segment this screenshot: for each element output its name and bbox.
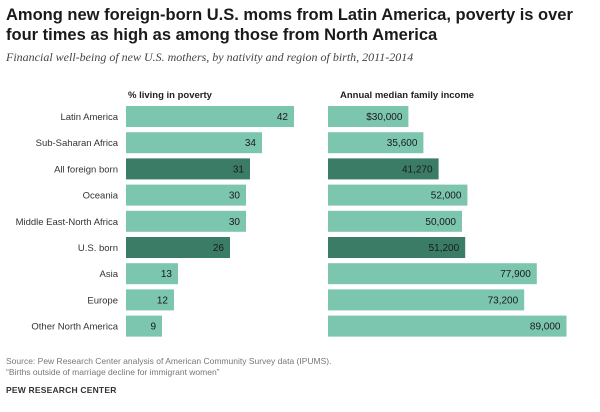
category-label-middle-east-north-africa: Middle East-North Africa bbox=[16, 217, 119, 228]
income-bar-sub-saharan-africa bbox=[328, 132, 424, 154]
income-bar-all-foreign-born bbox=[328, 158, 439, 180]
income-value-sub-saharan-africa: 35,600 bbox=[387, 138, 418, 149]
income-panel-title: Annual median family income bbox=[340, 90, 475, 101]
poverty-value-sub-saharan-africa: 34 bbox=[245, 138, 257, 149]
bar-chart: Latin America 42 $30,000 Sub-Saharan Africa… bbox=[16, 106, 567, 337]
poverty-value-latin-america: 42 bbox=[277, 112, 289, 123]
income-value-europe: 73,200 bbox=[488, 295, 519, 306]
category-label-oceania: Oceania bbox=[83, 191, 119, 202]
income-value-oceania: 52,000 bbox=[431, 191, 462, 202]
category-label-latin-america: Latin America bbox=[60, 112, 118, 123]
category-label-u-s-born: U.S. born bbox=[78, 243, 118, 254]
poverty-value-all-foreign-born: 31 bbox=[233, 164, 245, 175]
income-value-u-s-born: 51,200 bbox=[429, 243, 460, 254]
chart-subtitle: Financial well-being of new U.S. mothers… bbox=[6, 50, 414, 64]
income-bar-oceania bbox=[328, 184, 468, 206]
poverty-value-oceania: 30 bbox=[229, 191, 241, 202]
income-bar-europe bbox=[328, 289, 525, 311]
income-value-other-north-america: 89,000 bbox=[530, 322, 561, 333]
income-value-middle-east-north-africa: 50,000 bbox=[425, 217, 456, 228]
income-bar-middle-east-north-africa bbox=[328, 210, 462, 232]
poverty-bar-oceania bbox=[126, 184, 246, 206]
category-label-sub-saharan-africa: Sub-Saharan Africa bbox=[36, 138, 119, 149]
chart-title: Among new foreign-born U.S. moms from La… bbox=[6, 6, 573, 44]
poverty-bar-u-s-born bbox=[126, 237, 230, 258]
source-line: Source: Pew Research Center analysis of … bbox=[6, 356, 332, 366]
income-value-all-foreign-born: 41,270 bbox=[402, 164, 433, 175]
report-title: “Births outside of marriage decline for … bbox=[6, 367, 220, 377]
poverty-panel-title: % living in poverty bbox=[128, 90, 212, 101]
income-bar-other-north-america bbox=[328, 315, 567, 337]
poverty-bar-europe bbox=[126, 289, 174, 311]
income-value-latin-america: $30,000 bbox=[366, 112, 403, 123]
poverty-value-u-s-born: 26 bbox=[213, 243, 225, 254]
poverty-value-asia: 13 bbox=[161, 269, 173, 280]
poverty-bar-sub-saharan-africa bbox=[126, 132, 262, 154]
poverty-bar-asia bbox=[126, 263, 178, 285]
category-label-all-foreign-born: All foreign born bbox=[54, 164, 118, 175]
income-bar-asia bbox=[328, 263, 537, 285]
category-label-other-north-america: Other North America bbox=[31, 322, 118, 333]
income-bar-latin-america bbox=[328, 106, 409, 127]
poverty-bar-latin-america bbox=[126, 106, 294, 127]
income-value-asia: 77,900 bbox=[500, 269, 531, 280]
organization-credit: PEW RESEARCH CENTER bbox=[6, 385, 117, 395]
poverty-bar-all-foreign-born bbox=[126, 158, 250, 180]
source-note: Source: Pew Research Center analysis of … bbox=[6, 356, 596, 378]
category-label-europe: Europe bbox=[87, 295, 118, 306]
income-bar-u-s-born bbox=[328, 237, 466, 258]
category-label-asia: Asia bbox=[100, 269, 119, 280]
poverty-bar-middle-east-north-africa bbox=[126, 210, 246, 232]
poverty-value-europe: 12 bbox=[157, 295, 169, 306]
poverty-bar-other-north-america bbox=[126, 315, 162, 337]
poverty-value-middle-east-north-africa: 30 bbox=[229, 217, 241, 228]
poverty-value-other-north-america: 9 bbox=[150, 322, 156, 333]
